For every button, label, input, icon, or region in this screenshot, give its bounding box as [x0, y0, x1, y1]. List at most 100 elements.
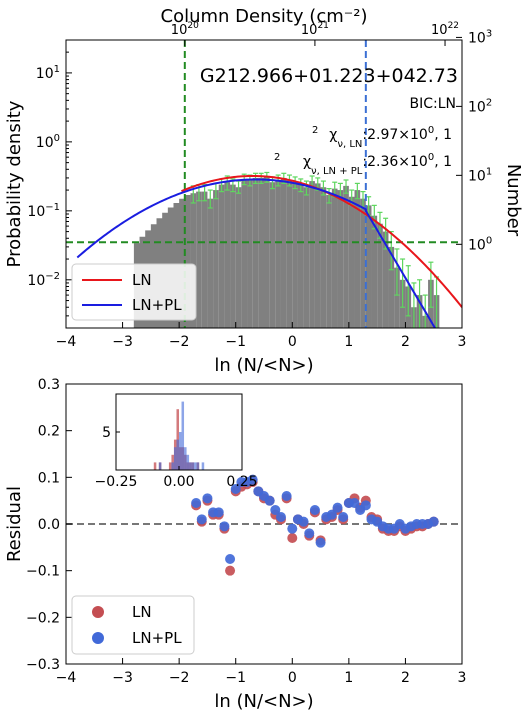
- right-y-tick-label: 102: [468, 97, 492, 115]
- inset-bar-lnpl: [196, 462, 200, 470]
- legend-label-lnpl: LN+PL: [132, 629, 182, 647]
- top-tick-label: 1020: [171, 21, 199, 38]
- histogram-bar: [314, 183, 321, 328]
- histogram-bar: [377, 223, 383, 328]
- y-axis-label: Probability density: [4, 100, 25, 267]
- x-tick-label: −4: [56, 670, 77, 686]
- chi-lnpl-subscript: ν, LN + PL: [311, 166, 363, 177]
- histogram-bar: [343, 185, 349, 328]
- inset-bar-ln: [168, 462, 172, 470]
- histogram-bar: [269, 182, 276, 328]
- x-tick-label: 0: [288, 334, 297, 350]
- x-tick-label: 2: [401, 334, 410, 350]
- histogram-bar: [247, 179, 253, 328]
- fit-curves: [76, 175, 462, 328]
- inset-bar-lnpl: [194, 462, 197, 470]
- x-axis-ticks: −4 −3 −2 −1 0 1 2 3: [56, 322, 466, 350]
- inset-bar-lnpl: [158, 462, 162, 470]
- residual-point-lnpl: [287, 523, 298, 534]
- x-tick-label: 2: [401, 670, 410, 686]
- histogram-bar: [218, 184, 225, 328]
- residual-point-lnpl: [225, 554, 236, 564]
- chi-lnpl-exponent: 0: [428, 152, 434, 163]
- inset-bar-lnpl: [191, 462, 195, 470]
- y-tick-label: 0.2: [38, 424, 60, 440]
- y-tick-label: 0.0: [38, 517, 60, 533]
- histogram-bar: [213, 190, 219, 328]
- inset-histogram-bars: [153, 401, 205, 470]
- inset-ticks: −0.25 0.00 0.25 5: [95, 425, 258, 490]
- fit-curve-lnpl: [76, 178, 437, 328]
- residual-point-lnpl: [360, 500, 371, 511]
- residual-point-lnpl: [247, 474, 258, 485]
- legend-marker-lnpl: [92, 632, 104, 644]
- inset-bar-lnpl: [173, 447, 177, 470]
- histogram-bar: [286, 179, 293, 328]
- x-axis-label: ln (N/<N>): [214, 355, 313, 376]
- density-axes-frame: [65, 39, 463, 329]
- y-tick-label: −0.3: [26, 657, 60, 673]
- histogram-bar: [207, 198, 214, 328]
- histogram-bar: [365, 205, 372, 328]
- top-tick-label: 1022: [431, 21, 459, 38]
- legend-marker-ln: [92, 606, 104, 618]
- histogram-bar: [196, 191, 202, 328]
- residual-point-lnpl: [270, 505, 281, 515]
- histogram-bar: [230, 184, 236, 328]
- residual-point-lnpl: [298, 516, 309, 527]
- reference-lines: [66, 40, 462, 328]
- legend-label-lnpl: LN+PL: [132, 296, 182, 314]
- histogram-bar: [331, 188, 338, 328]
- inset-bar-lnpl: [201, 462, 205, 470]
- residual-panel: −4 −3 −2 −1 0 1 2 3 −0.3 −0.2 −0.1 0.0 0.1 0.2 0.3 ln…: [4, 377, 466, 712]
- y-tick-label: −0.1: [26, 564, 60, 580]
- residual-point-lnpl: [230, 484, 241, 494]
- residual-point-lnpl: [202, 493, 213, 504]
- inset-bar-lnpl: [179, 432, 182, 470]
- residual-point-lnpl: [196, 514, 207, 525]
- inset-bar-lnpl: [184, 447, 187, 470]
- y-tick-label: 101: [36, 64, 60, 82]
- residual-point-lnpl: [338, 512, 349, 522]
- histogram-bar: [264, 176, 270, 328]
- residual-legend: LN LN+PL: [71, 595, 195, 655]
- right-y-axis-label: Number: [503, 164, 522, 237]
- right-y-tick-label: 100: [468, 235, 492, 253]
- x-tick-label: 1: [344, 334, 353, 350]
- inset-bar-lnpl: [189, 462, 192, 470]
- histogram-bar: [394, 267, 400, 328]
- residual-point-lnpl: [281, 491, 292, 501]
- x-tick-label: 1: [344, 670, 353, 686]
- residual-point-lnpl: [304, 528, 315, 539]
- density-panel: −4 −3 −2 −1 0 1 2 3 1020 1021 1022 10−210−1100101…: [4, 6, 522, 376]
- residual-points: [191, 474, 439, 576]
- x-tick-label: −4: [56, 334, 77, 350]
- chi-ln-subscript: ν, LN: [337, 139, 362, 150]
- bic-annotation: BIC:LN: [410, 96, 457, 112]
- density-legend: LN LN+PL: [71, 263, 197, 321]
- inset-bar-lnpl: [181, 401, 185, 470]
- right-y-tick-label: 103: [468, 28, 492, 46]
- histogram-bar: [190, 193, 197, 328]
- svg-text:χν, LN:2.97×100, 1: χν, LN:2.97×100, 1: [329, 125, 452, 150]
- top-tick-label: 1021: [301, 21, 329, 38]
- x-tick-label: −3: [112, 334, 133, 350]
- chi2-ln-annotation: χν, LN:2.97×100, 1 2: [312, 125, 452, 150]
- x-tick-label: −1: [225, 334, 246, 350]
- histogram-bars: [133, 176, 440, 328]
- residual-point-lnpl: [309, 505, 320, 515]
- chi-lnpl-superscript: 2: [274, 152, 280, 163]
- inset-y-tick-label: 5: [102, 425, 111, 441]
- histogram-bar: [303, 187, 310, 328]
- residual-point-lnpl: [428, 516, 439, 527]
- residual-point-lnpl: [315, 537, 326, 548]
- histogram-bar: [354, 190, 361, 328]
- residual-x-axis-ticks: −4 −3 −2 −1 0 1 2 3: [56, 658, 466, 686]
- inset-bar-lnpl: [186, 454, 190, 470]
- residual-point-ln: [225, 565, 236, 576]
- chi-symbol: χ: [329, 127, 337, 143]
- inset-x-tick-label: 0.00: [163, 474, 194, 490]
- y-tick-label: 0.3: [38, 377, 60, 393]
- histogram-bar: [241, 178, 248, 328]
